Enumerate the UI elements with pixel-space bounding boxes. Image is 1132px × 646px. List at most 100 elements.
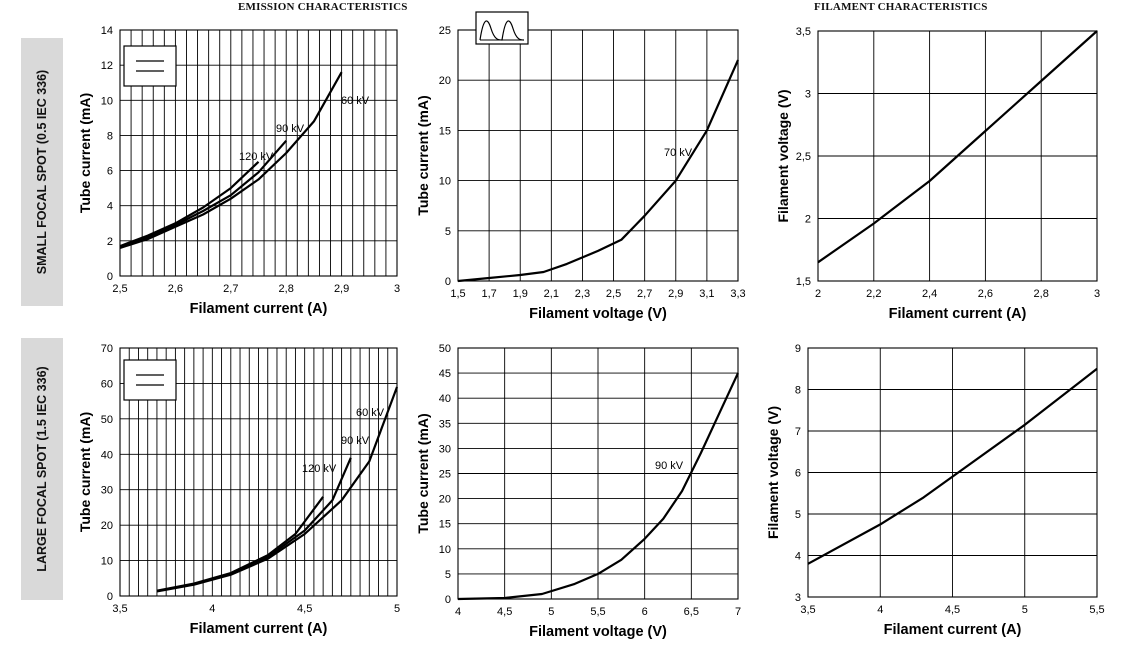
y-tick-label: 25 <box>439 469 451 481</box>
y-tick-label: 15 <box>439 519 451 531</box>
x-tick-label: 1,5 <box>450 288 465 300</box>
plot-frame <box>457 29 739 282</box>
x-axis-label: Filament voltage (V) <box>529 306 667 322</box>
x-axis-label: Filament current (A) <box>190 621 328 637</box>
series-label: 60 kV <box>341 95 370 107</box>
chart-small-filament: 2 2,2 2,4 2,6 2,8 3 1,5 2 2,5 3 3,5 Filament curren… <box>775 26 1100 322</box>
filament-section-title: FILAMENT CHARACTERISTICS <box>814 1 988 13</box>
waveform-icon <box>475 11 529 45</box>
x-tick-label: 2,4 <box>922 288 937 300</box>
y-tick-label: 0 <box>107 271 113 283</box>
y-axis-label: Tube current (mA) <box>415 95 431 215</box>
plot-frame <box>817 30 1098 282</box>
y-tick-label: 0 <box>445 594 451 606</box>
series-label: 120 kV <box>302 463 337 475</box>
chart-small-emission-dc: 2,5 2,6 2,7 2,8 2,9 3 0 2 4 6 8 10 12 14 Filament curr… <box>77 25 400 317</box>
series-label: 90 kV <box>276 123 305 135</box>
x-tick-label: 2,7 <box>223 283 238 295</box>
x-tick-label: 2,9 <box>668 288 683 300</box>
y-tick-label: 4 <box>107 201 113 213</box>
x-tick-label: 2,3 <box>575 288 590 300</box>
y-tick-label: 10 <box>439 176 451 188</box>
y-tick-label: 12 <box>101 60 113 72</box>
y-tick-label: 5 <box>795 509 801 521</box>
x-tick-label: 4,5 <box>497 606 512 618</box>
x-tick-label: 4,5 <box>945 604 960 616</box>
plot-frame <box>457 347 739 600</box>
x-axis-label: Filament current (A) <box>884 622 1022 638</box>
chart-large-filament: 3,5 4 4,5 5 5,5 3 4 5 6 7 8 9 Filament current (A) Fi… <box>765 343 1105 638</box>
emission-section-title: EMISSION CHARACTERISTICS <box>238 1 408 13</box>
x-tick-label: 2,1 <box>544 288 559 300</box>
y-tick-label: 0 <box>445 276 451 288</box>
x-axis-label: Filament current (A) <box>889 306 1027 322</box>
y-tick-label: 30 <box>101 485 113 497</box>
y-tick-label: 7 <box>795 426 801 438</box>
y-tick-label: 4 <box>795 551 801 563</box>
series-label: 90 kV <box>341 435 370 447</box>
y-tick-label: 30 <box>439 443 451 455</box>
x-tick-label: 4 <box>455 606 461 618</box>
x-tick-label: 3 <box>1094 288 1100 300</box>
x-tick-label: 5 <box>1022 604 1028 616</box>
x-tick-label: 2,9 <box>334 283 349 295</box>
y-tick-label: 5 <box>445 226 451 238</box>
series-line-curve <box>817 30 1098 264</box>
legend-box <box>123 359 177 401</box>
x-tick-label: 5 <box>394 603 400 615</box>
y-tick-label: 15 <box>439 125 451 137</box>
x-tick-label: 3,3 <box>730 288 745 300</box>
y-tick-label: 50 <box>101 414 113 426</box>
row-label-small-focal-spot: SMALL FOCAL SPOT (0.5 IEC 336) <box>21 38 63 306</box>
y-tick-label: 6 <box>107 166 113 178</box>
series-label: 90 kV <box>655 460 684 472</box>
y-tick-label: 70 <box>101 343 113 355</box>
y-tick-label: 10 <box>101 556 113 568</box>
y-axis-label: Tube current (mA) <box>77 93 93 213</box>
y-axis-label: Tube current (mA) <box>415 413 431 533</box>
y-tick-label: 45 <box>439 368 451 380</box>
chart-small-emission-ac: 1,5 1,7 1,9 2,1 2,3 2,5 2,7 2,9 3,1 3,3 0 5 10 15 20 25… <box>415 11 746 322</box>
x-tick-label: 2,8 <box>279 283 294 295</box>
x-tick-label: 2,2 <box>866 288 881 300</box>
series-line-90-kv <box>156 457 352 593</box>
y-tick-label: 1,5 <box>796 276 811 288</box>
y-tick-label: 6 <box>795 468 801 480</box>
x-tick-label: 3 <box>394 283 400 295</box>
y-tick-label: 14 <box>101 25 113 37</box>
x-tick-label: 5,5 <box>1089 604 1104 616</box>
x-tick-label: 3,1 <box>699 288 714 300</box>
double-line-icon <box>123 45 177 87</box>
x-tick-label: 2,5 <box>112 283 127 295</box>
series-line-120-kv <box>119 161 260 248</box>
y-axis-label: Tube current (mA) <box>77 412 93 532</box>
legend-box <box>123 45 177 87</box>
series-line-60-kv <box>119 71 343 249</box>
x-tick-label: 2,5 <box>606 288 621 300</box>
y-tick-label: 3 <box>805 89 811 101</box>
x-axis-label: Filament voltage (V) <box>529 624 667 640</box>
series-label: 120 kV <box>239 151 274 163</box>
y-tick-label: 40 <box>101 449 113 461</box>
y-axis-label: Filament voltage (V) <box>765 406 781 539</box>
series-line-70-kv <box>457 59 740 283</box>
series-line-90-kv <box>457 372 739 601</box>
y-tick-label: 5 <box>445 569 451 581</box>
x-tick-label: 4 <box>877 604 883 616</box>
x-tick-label: 1,7 <box>481 288 496 300</box>
x-tick-label: 4 <box>209 603 215 615</box>
x-tick-label: 5 <box>548 606 554 618</box>
y-tick-label: 50 <box>439 343 451 355</box>
x-tick-label: 2,7 <box>637 288 652 300</box>
x-tick-label: 1,9 <box>513 288 528 300</box>
y-tick-label: 0 <box>107 591 113 603</box>
x-tick-label: 4,5 <box>297 603 312 615</box>
row-label-large-focal-spot: LARGE FOCAL SPOT (1.5 IEC 336) <box>21 338 63 600</box>
series-label: 70 kV <box>664 147 693 159</box>
y-tick-label: 10 <box>439 544 451 556</box>
x-tick-label: 3,5 <box>112 603 127 615</box>
y-tick-label: 3 <box>795 592 801 604</box>
y-tick-label: 25 <box>439 25 451 37</box>
x-tick-label: 2,6 <box>168 283 183 295</box>
plot-frame <box>119 29 398 277</box>
